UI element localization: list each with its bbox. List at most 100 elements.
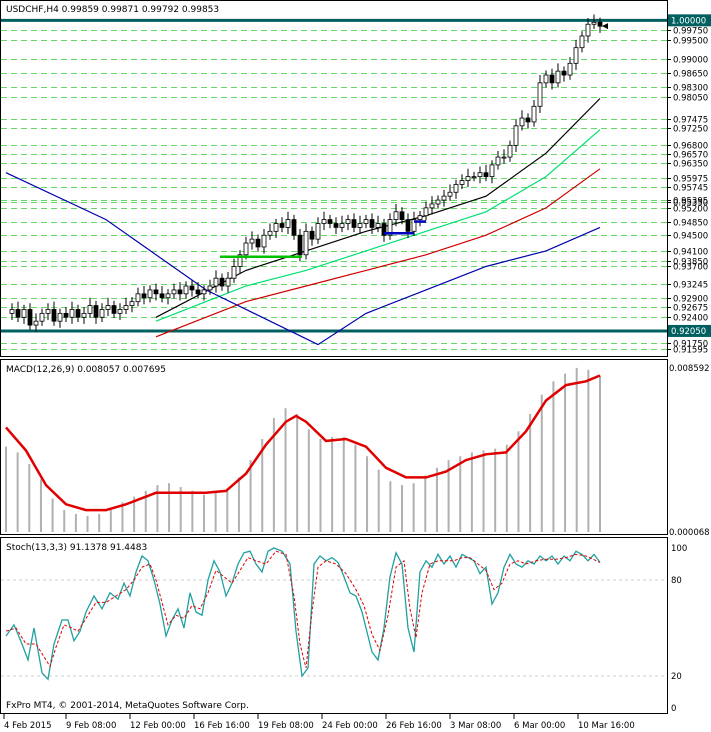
candle-body xyxy=(429,203,435,209)
candle-body xyxy=(387,219,393,236)
price-label: 0.92400 xyxy=(673,314,708,324)
candle-body xyxy=(75,309,81,318)
candle-body xyxy=(279,223,285,228)
candle-body xyxy=(237,254,243,267)
price-label: 0.98650 xyxy=(673,70,708,80)
candle-body xyxy=(507,144,513,158)
candle-body xyxy=(21,309,27,318)
time-label: 3 Mar 08:00 xyxy=(450,721,501,731)
candle-body xyxy=(393,211,399,220)
candle-body xyxy=(351,219,357,228)
level-price-tag-label: 1.00000 xyxy=(671,16,706,26)
candle-body xyxy=(201,289,207,295)
level-price-tag-label: 0.92050 xyxy=(671,327,706,337)
time-label: 19 Feb 08:00 xyxy=(258,721,314,731)
candle-body xyxy=(297,234,303,256)
price-label: 0.95200 xyxy=(673,205,708,215)
candle-body xyxy=(63,312,69,318)
stoch-title: Stoch(13,3,3) 91.1378 91.4483 xyxy=(6,543,147,553)
candle-body xyxy=(477,172,483,178)
candle-body xyxy=(159,293,165,299)
macd-signal-line xyxy=(5,374,601,512)
price-label: 0.95395 xyxy=(673,197,708,207)
candle-body xyxy=(549,74,555,84)
candle-body xyxy=(405,219,411,232)
time-axis: 4 Feb 2015 9 Feb 08:00 12 Feb 00:00 16 Feb … xyxy=(3,714,635,731)
candle-body xyxy=(189,285,195,291)
moving-average-line xyxy=(5,172,601,346)
candle-body xyxy=(9,309,15,314)
candle-body xyxy=(411,219,417,232)
macd-title: MACD(12,26,9) 0.008057 0.007695 xyxy=(6,365,166,375)
candle-body xyxy=(579,35,585,49)
candle-body xyxy=(147,289,153,299)
price-label: 0.91595 xyxy=(673,346,708,356)
candle-body xyxy=(171,289,177,295)
candle-body xyxy=(495,156,501,166)
candle-body xyxy=(513,125,519,146)
candle-body xyxy=(39,312,45,322)
candle-body xyxy=(255,238,261,248)
candle-body xyxy=(399,211,405,220)
candle-body xyxy=(465,176,471,181)
candle-body xyxy=(459,180,465,185)
candle-body xyxy=(531,105,537,123)
candle-body xyxy=(267,230,273,236)
copyright-text: FxPro MT4, © 2001-2014, MetaQuotes Softw… xyxy=(6,701,249,711)
candle-body xyxy=(123,305,129,310)
candle-body xyxy=(57,312,63,322)
price-label: 0.93700 xyxy=(673,263,708,273)
candle-body xyxy=(315,223,321,240)
candle-body xyxy=(327,219,333,224)
candle-body xyxy=(165,293,171,299)
candle-body xyxy=(153,289,159,295)
candle-body xyxy=(357,223,363,228)
level-price-tag xyxy=(668,14,711,27)
candle-body xyxy=(33,320,39,326)
candle-body xyxy=(489,164,495,178)
candle-body xyxy=(87,305,93,314)
candle-body xyxy=(345,219,351,224)
stoch-scale-label: 0 xyxy=(671,704,676,714)
price-label: 0.94500 xyxy=(673,232,708,242)
last-price-arrow xyxy=(602,23,608,30)
candle-body xyxy=(525,117,531,123)
time-label: 4 Feb 2015 xyxy=(4,721,52,731)
candle-body xyxy=(339,223,345,228)
price-label: 0.93850 xyxy=(673,258,708,268)
price-label: 0.92900 xyxy=(673,295,708,305)
candle-body xyxy=(537,82,543,107)
candle-body xyxy=(543,74,549,84)
candle-body xyxy=(105,305,111,310)
candle-body xyxy=(501,156,507,159)
stoch-panel-frame xyxy=(0,537,668,714)
candle-body xyxy=(117,309,123,314)
candle-body xyxy=(375,223,381,228)
candle-body xyxy=(231,266,237,279)
candle-body xyxy=(363,219,369,224)
candle-body xyxy=(273,223,279,232)
time-label: 12 Feb 00:00 xyxy=(130,721,186,731)
stoch-scale-label: 100 xyxy=(671,544,687,554)
price-label: 0.97475 xyxy=(673,116,708,126)
price-label: 0.96800 xyxy=(673,142,708,152)
stoch-main-line xyxy=(5,547,601,681)
level-price-tag xyxy=(668,324,711,337)
candle-body xyxy=(69,309,75,318)
candle-body xyxy=(417,215,423,221)
time-label: 9 Feb 08:00 xyxy=(66,721,116,731)
candle-body xyxy=(309,230,315,240)
candle-body xyxy=(285,219,291,228)
candle-body xyxy=(261,234,267,248)
price-label: 0.94100 xyxy=(673,248,708,258)
stoch-plot: 100 80 20 0 xyxy=(1,544,687,714)
candle-body xyxy=(141,293,147,299)
moving-average-line xyxy=(155,129,601,322)
candle-body xyxy=(435,199,441,205)
candle-body xyxy=(291,219,297,236)
price-label: 0.99750 xyxy=(673,27,708,37)
candle-body xyxy=(519,117,525,127)
